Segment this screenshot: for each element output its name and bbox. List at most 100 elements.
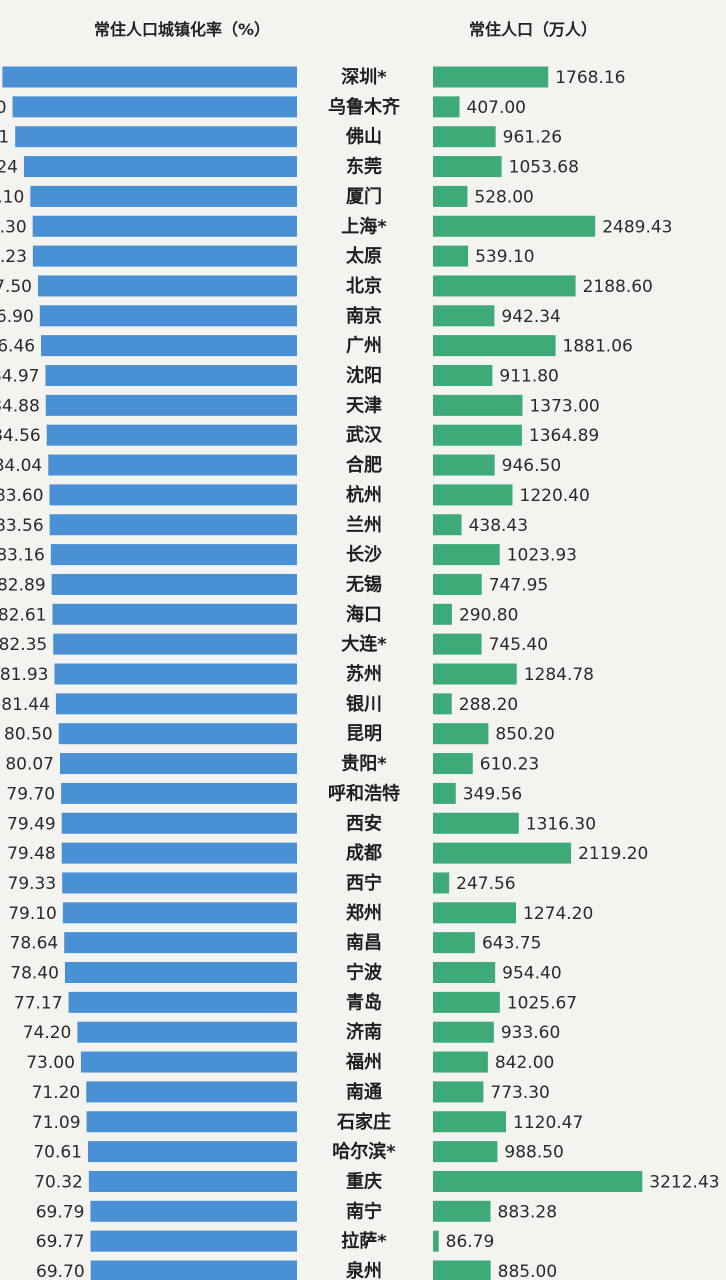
population-label: 407.00 bbox=[467, 98, 526, 118]
city-label: 上海* bbox=[341, 215, 387, 237]
urbanization-bar bbox=[58, 723, 297, 745]
urbanization-bar bbox=[86, 1081, 297, 1103]
population-bar bbox=[433, 812, 519, 834]
population-bar bbox=[433, 245, 469, 267]
urbanization-bar bbox=[62, 902, 297, 924]
population-bar bbox=[433, 1141, 498, 1163]
urbanization-label: 79.10 bbox=[8, 904, 57, 924]
city-label: 拉萨* bbox=[341, 1230, 387, 1252]
city-label: 无锡 bbox=[346, 573, 382, 595]
population-bar bbox=[433, 514, 462, 536]
urbanization-label: 92.24 bbox=[0, 158, 18, 178]
city-label: 佛山 bbox=[345, 126, 382, 148]
urbanization-bar bbox=[68, 991, 297, 1013]
city-label: 大连* bbox=[341, 633, 387, 655]
urbanization-bar bbox=[90, 1230, 297, 1252]
urbanization-label: 86.90 bbox=[0, 307, 34, 327]
population-label: 1025.67 bbox=[507, 993, 577, 1013]
population-bar bbox=[433, 1021, 494, 1043]
urbanization-label: 70.61 bbox=[33, 1143, 82, 1163]
urbanization-bar bbox=[61, 842, 298, 864]
urbanization-bar bbox=[39, 305, 297, 327]
population-bar bbox=[433, 573, 482, 595]
population-bar bbox=[433, 66, 549, 88]
urbanization-label: 71.09 bbox=[32, 1113, 81, 1133]
urbanization-bar bbox=[80, 1051, 297, 1073]
population-label: 961.26 bbox=[503, 128, 562, 148]
population-label: 2119.20 bbox=[578, 844, 648, 864]
population-bar bbox=[433, 365, 493, 386]
population-label: 1220.40 bbox=[520, 486, 590, 506]
urbanization-label: 83.16 bbox=[0, 546, 45, 566]
population-bar bbox=[433, 693, 452, 715]
urbanization-bar bbox=[49, 484, 297, 506]
population-bar bbox=[433, 156, 502, 178]
urbanization-label: 82.89 bbox=[0, 575, 46, 595]
population-bar bbox=[433, 842, 572, 864]
population-label: 850.20 bbox=[495, 725, 554, 745]
city-label: 兰州 bbox=[346, 514, 382, 536]
population-label: 247.56 bbox=[456, 874, 515, 894]
city-label: 郑州 bbox=[346, 902, 382, 924]
population-bar bbox=[433, 1200, 491, 1222]
population-bar bbox=[433, 1230, 439, 1252]
urbanization-label: 87.50 bbox=[0, 277, 32, 297]
population-label: 86.79 bbox=[446, 1232, 495, 1252]
urbanization-bar bbox=[90, 1260, 297, 1280]
population-bar bbox=[433, 305, 495, 327]
urbanization-bar bbox=[30, 185, 297, 207]
right-axis-title: 常住人口（万人） bbox=[469, 20, 597, 39]
city-label: 合肥 bbox=[346, 454, 382, 476]
city-label: 太原 bbox=[346, 245, 382, 267]
urbanization-label: 78.64 bbox=[10, 934, 59, 954]
chart-rows: 99.54深圳*1768.1696.10乌鲁木齐407.0095.21佛山961… bbox=[0, 66, 720, 1280]
urbanization-bar bbox=[46, 424, 298, 446]
population-label: 1881.06 bbox=[563, 337, 633, 357]
urbanization-bar bbox=[61, 782, 298, 804]
population-label: 745.40 bbox=[489, 635, 548, 655]
urbanization-bar bbox=[49, 514, 297, 536]
population-label: 885.00 bbox=[498, 1262, 557, 1280]
city-label: 杭州 bbox=[346, 484, 382, 506]
city-label: 青岛 bbox=[346, 991, 382, 1013]
city-label: 南昌 bbox=[346, 932, 382, 954]
population-bar bbox=[433, 633, 482, 655]
urbanization-label: 69.77 bbox=[36, 1232, 85, 1252]
population-bar bbox=[433, 454, 495, 476]
population-label: 610.23 bbox=[480, 755, 539, 775]
city-label: 昆明 bbox=[346, 724, 382, 745]
urbanization-bar bbox=[88, 1170, 297, 1192]
urbanization-bar bbox=[15, 126, 297, 148]
urbanization-bar bbox=[87, 1141, 297, 1163]
urbanization-bar bbox=[48, 454, 297, 476]
urbanization-label: 77.17 bbox=[14, 993, 63, 1013]
urbanization-bar bbox=[32, 215, 298, 237]
population-label: 288.20 bbox=[459, 695, 518, 715]
urbanization-label: 80.50 bbox=[4, 725, 53, 745]
population-label: 2489.43 bbox=[602, 217, 672, 237]
population-label: 3212.43 bbox=[649, 1172, 719, 1192]
population-label: 2188.60 bbox=[583, 277, 653, 297]
population-label: 773.30 bbox=[490, 1083, 549, 1103]
population-label: 1053.68 bbox=[509, 158, 579, 178]
population-label: 954.40 bbox=[502, 964, 561, 984]
urbanization-bar bbox=[77, 1021, 297, 1043]
population-label: 290.80 bbox=[459, 605, 518, 625]
city-label: 成都 bbox=[346, 842, 382, 864]
urbanization-bar bbox=[23, 156, 297, 178]
population-label: 1023.93 bbox=[507, 546, 577, 566]
city-label: 重庆 bbox=[346, 1170, 382, 1192]
population-bar bbox=[433, 1111, 507, 1133]
city-label: 贵阳* bbox=[341, 754, 387, 775]
population-label: 1316.30 bbox=[526, 814, 596, 834]
urbanization-label: 71.20 bbox=[32, 1083, 81, 1103]
urbanization-bar bbox=[32, 245, 297, 267]
city-label: 宁波 bbox=[346, 962, 383, 984]
urbanization-bar bbox=[62, 872, 298, 894]
population-label: 1274.20 bbox=[523, 904, 593, 924]
population-bar bbox=[433, 872, 450, 894]
city-label: 济南 bbox=[346, 1021, 382, 1043]
urbanization-label: 89.30 bbox=[0, 217, 27, 237]
city-label: 沈阳 bbox=[346, 365, 382, 387]
population-label: 438.43 bbox=[469, 516, 528, 536]
